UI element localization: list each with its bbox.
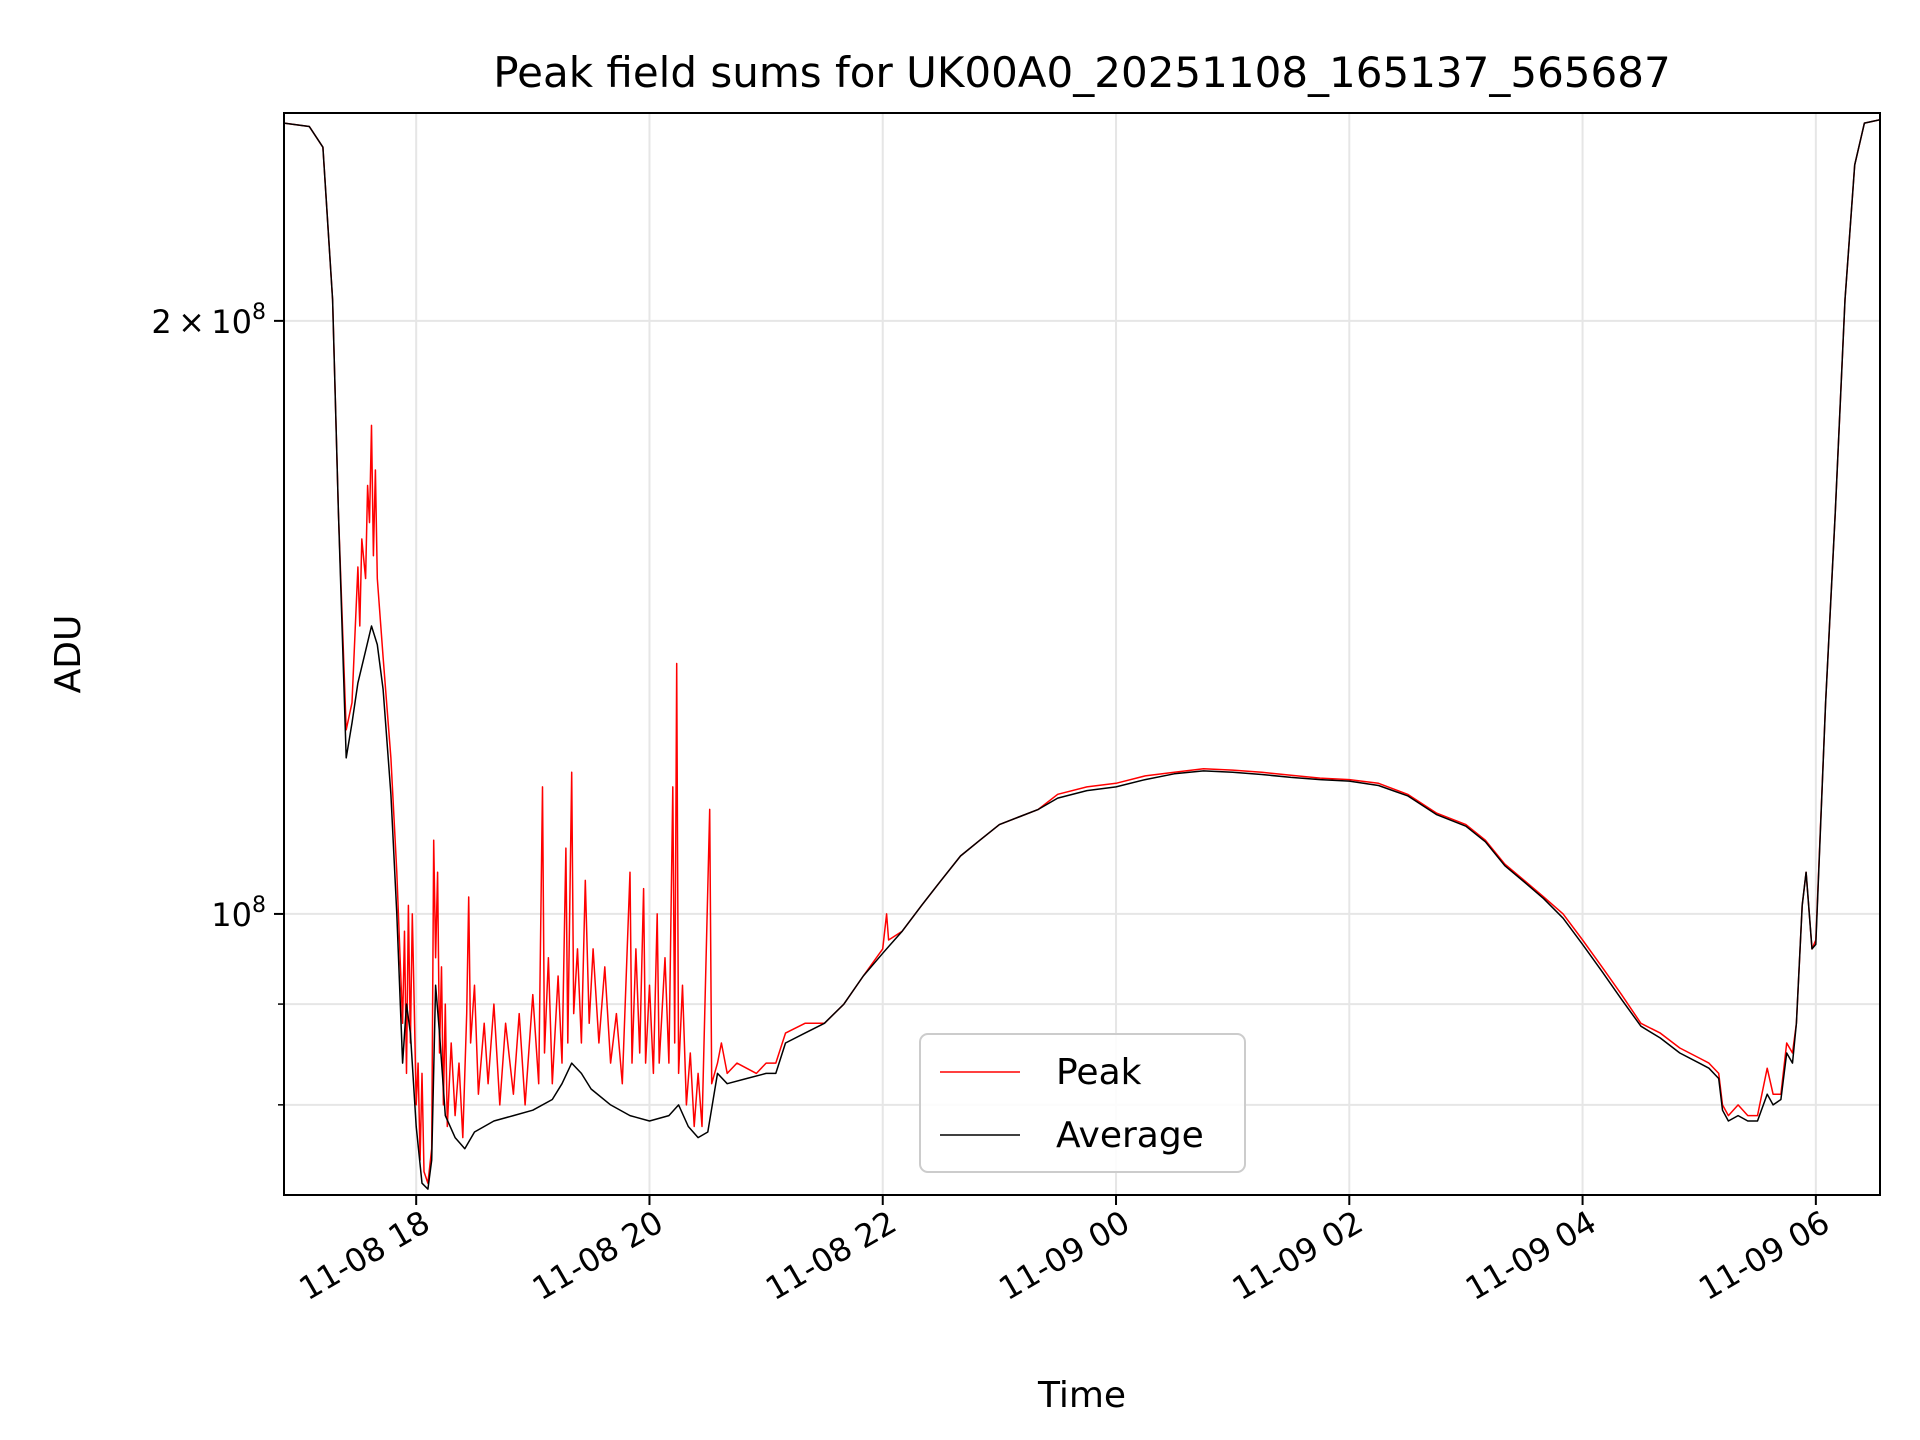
legend-label-peak: Peak (1056, 1052, 1142, 1093)
y-axis-label: ADU (48, 615, 89, 694)
legend-box (919, 1033, 1246, 1173)
legend-label-average: Average (1056, 1115, 1204, 1156)
plot-frame (283, 112, 1881, 1196)
series-line-peak (284, 118, 1880, 1184)
plot-area (283, 112, 1881, 1196)
legend: Peak Average (919, 1033, 1246, 1173)
series-layer (284, 118, 1880, 1190)
y-tick-label: 108 (211, 893, 266, 934)
chart-title: Peak field sums for UK00A0_20251108_1651… (493, 48, 1670, 97)
y-axis: 2 × 108 108 (151, 300, 284, 1106)
series-line-average (284, 118, 1880, 1190)
y-tick-label: 2 × 108 (151, 300, 266, 341)
x-axis-label: Time (1037, 1375, 1126, 1416)
